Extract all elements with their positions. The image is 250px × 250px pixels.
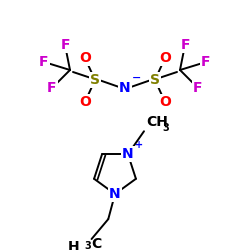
Text: N: N (109, 187, 121, 201)
Text: F: F (39, 55, 49, 69)
Text: O: O (159, 51, 171, 65)
Text: O: O (79, 95, 91, 109)
Text: C: C (92, 237, 102, 250)
Text: N: N (119, 81, 131, 95)
Text: −: − (132, 73, 141, 83)
Text: F: F (193, 81, 203, 95)
Text: N: N (122, 147, 134, 161)
Text: F: F (47, 81, 57, 95)
Text: O: O (159, 95, 171, 109)
Text: +: + (135, 140, 143, 150)
Text: H: H (68, 240, 80, 250)
Text: 3: 3 (84, 241, 91, 250)
Text: F: F (180, 38, 190, 52)
Text: S: S (90, 73, 100, 87)
Text: F: F (201, 55, 211, 69)
Text: O: O (79, 51, 91, 65)
Text: CH: CH (146, 115, 168, 129)
Text: F: F (60, 38, 70, 52)
Text: S: S (150, 73, 160, 87)
Text: 3: 3 (162, 123, 169, 133)
